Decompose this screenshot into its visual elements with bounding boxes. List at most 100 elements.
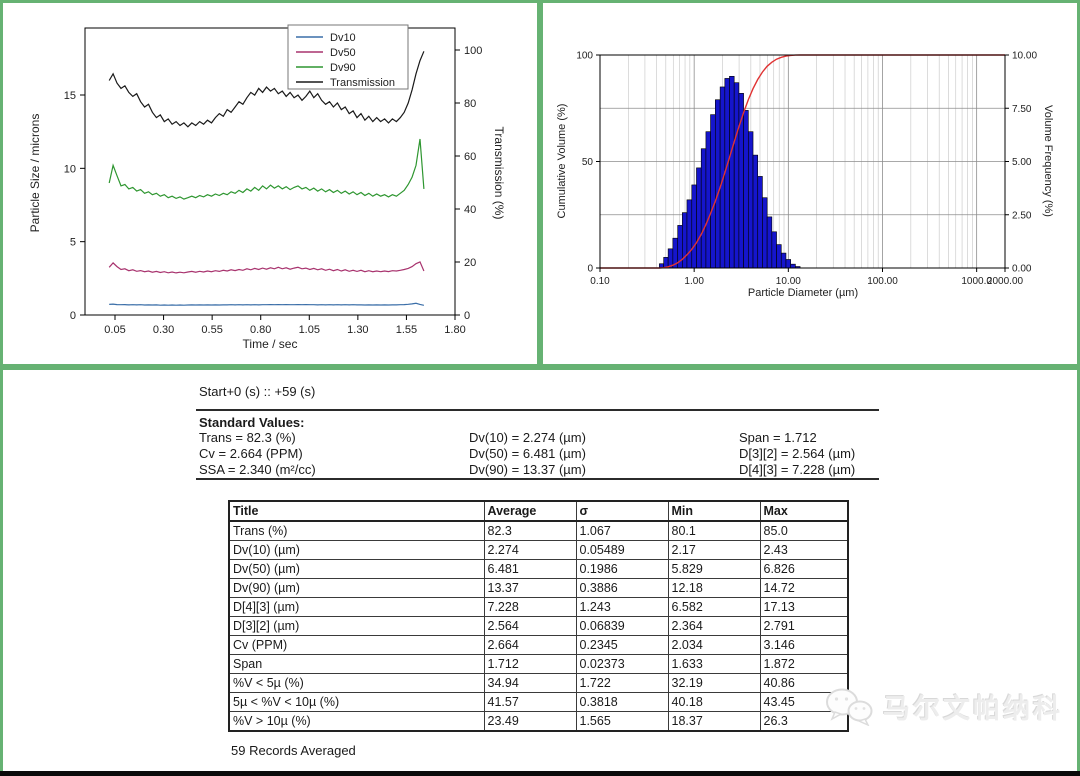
table-cell: 40.18	[667, 692, 761, 712]
svg-text:0.30: 0.30	[153, 324, 174, 336]
standard-values-heading: Standard Values:	[199, 415, 305, 430]
table-cell: 1.722	[575, 673, 669, 693]
table-cell: 41.57	[483, 692, 577, 712]
table-cell: 13.37	[483, 578, 577, 598]
table-row: Dv(50) (µm) 6.481 0.1986 5.829 6.826	[228, 559, 849, 579]
table-cell: 1.565	[575, 711, 669, 732]
table-row: Trans (%) 82.3 1.067 80.1 85.0	[228, 520, 849, 541]
table-cell: 17.13	[759, 597, 849, 617]
table-cell: Dv(90) (µm)	[228, 578, 485, 598]
svg-text:1.00: 1.00	[684, 276, 704, 287]
svg-text:100: 100	[576, 51, 593, 62]
svg-text:Volume Frequency (%): Volume Frequency (%)	[1042, 105, 1054, 217]
table-cell: 0.02373	[575, 654, 669, 674]
svg-text:Transmission (%): Transmission (%)	[492, 127, 506, 220]
watermark-text: 马尔文帕纳科	[883, 693, 1063, 724]
svg-text:0.80: 0.80	[250, 324, 271, 336]
svg-text:10.00: 10.00	[1012, 51, 1037, 62]
standard-value: Dv(50) = 6.481 (µm)	[469, 446, 586, 461]
table-row: %V < 5µ (%) 34.94 1.722 32.19 40.86	[228, 673, 849, 693]
table-cell: 0.06839	[575, 616, 669, 636]
record-range-label: Start+0 (s) :: +59 (s)	[199, 384, 316, 399]
table-cell: 1.872	[759, 654, 849, 674]
table-cell: 80.1	[667, 520, 761, 541]
table-cell: D[3][2] (µm)	[228, 616, 485, 636]
svg-text:1.05: 1.05	[299, 324, 320, 336]
table-cell: Dv(50) (µm)	[228, 559, 485, 579]
table-cell: 7.228	[483, 597, 577, 617]
svg-text:5: 5	[70, 237, 76, 249]
table-header-cell: Average	[483, 500, 577, 522]
table-cell: 1.633	[667, 654, 761, 674]
standard-value: SSA = 2.340 (m²/cc)	[199, 462, 316, 477]
table-cell: 3.146	[759, 635, 849, 655]
svg-text:0.05: 0.05	[104, 324, 125, 336]
standard-value: Dv(10) = 2.274 (µm)	[469, 430, 586, 445]
svg-text:15: 15	[64, 90, 76, 102]
svg-text:10: 10	[64, 163, 76, 175]
table-cell: 5.829	[667, 559, 761, 579]
svg-text:1.55: 1.55	[396, 324, 417, 336]
svg-text:100: 100	[464, 45, 482, 57]
svg-text:Time / sec: Time / sec	[243, 337, 298, 351]
table-cell: 0.3886	[575, 578, 669, 598]
timeseries-chart: 0.05 0.30 0.55 0.80 1.05 1.30 1.55 1.80 0 5 10 15 0 2…	[28, 24, 506, 351]
svg-text:50: 50	[582, 157, 594, 168]
table-header-cell: σ	[575, 500, 669, 522]
watermark: 马尔文帕纳科	[823, 686, 1063, 726]
table-cell: 1.243	[575, 597, 669, 617]
table-cell: D[4][3] (µm)	[228, 597, 485, 617]
trend-chart-panel: 0.05 0.30 0.55 0.80 1.05 1.30 1.55 1.80 0 5 10 15 0 2…	[3, 3, 537, 364]
bottom-edge-bar	[0, 771, 1080, 776]
table-cell: 18.37	[667, 711, 761, 732]
table-cell: 14.72	[759, 578, 849, 598]
table-row: Dv(90) (µm) 13.37 0.3886 12.18 14.72	[228, 578, 849, 598]
divider-line	[196, 478, 879, 480]
svg-text:10.00: 10.00	[776, 276, 801, 287]
table-cell: Dv(10) (µm)	[228, 540, 485, 560]
table-cell: 0.1986	[575, 559, 669, 579]
svg-text:Cumulative Volume (%): Cumulative Volume (%)	[556, 104, 568, 219]
table-cell: 43.45	[759, 692, 849, 712]
table-cell: 2.034	[667, 635, 761, 655]
svg-text:0: 0	[70, 310, 76, 322]
table-cell: 0.3818	[575, 692, 669, 712]
table-cell: Trans (%)	[228, 520, 485, 541]
table-cell: 26.3	[759, 711, 849, 732]
table-cell: 6.582	[667, 597, 761, 617]
svg-text:Transmission: Transmission	[330, 77, 395, 89]
table-cell: Span	[228, 654, 485, 674]
standard-value: Cv = 2.664 (PPM)	[199, 446, 303, 461]
standard-values-column-3: Span = 1.712 D[3][2] = 2.564 (µm) D[4][3…	[739, 430, 855, 478]
standard-values-column-2: Dv(10) = 2.274 (µm) Dv(50) = 6.481 (µm) …	[469, 430, 586, 478]
divider-line	[196, 409, 879, 411]
table-cell: %V > 10µ (%)	[228, 711, 485, 732]
table-cell: 6.826	[759, 559, 849, 579]
svg-text:7.50: 7.50	[1012, 104, 1032, 115]
table-cell: 2.664	[483, 635, 577, 655]
svg-text:1.80: 1.80	[444, 324, 465, 336]
svg-text:40: 40	[464, 204, 476, 216]
table-cell: 34.94	[483, 673, 577, 693]
table-cell: Cv (PPM)	[228, 635, 485, 655]
svg-text:0: 0	[464, 310, 470, 322]
table-header-cell: Min	[667, 500, 761, 522]
table-cell: 1.067	[575, 520, 669, 541]
table-row: Cv (PPM) 2.664 0.2345 2.034 3.146	[228, 635, 849, 655]
records-averaged-label: 59 Records Averaged	[231, 743, 356, 758]
table-cell: 2.274	[483, 540, 577, 560]
table-cell: 0.2345	[575, 635, 669, 655]
table-cell: 1.712	[483, 654, 577, 674]
svg-text:0.55: 0.55	[201, 324, 222, 336]
stats-table: Title Average σ Min Max Trans (%) 82.3 1.067 80.…	[228, 500, 849, 732]
table-cell: 12.18	[667, 578, 761, 598]
svg-text:Dv50: Dv50	[330, 47, 356, 59]
table-row: %V > 10µ (%) 23.49 1.565 18.37 26.3	[228, 711, 849, 732]
standard-value: Trans = 82.3 (%)	[199, 430, 296, 445]
table-cell: 85.0	[759, 520, 849, 541]
svg-text:0.10: 0.10	[590, 276, 610, 287]
table-header-row: Title Average σ Min Max	[228, 500, 849, 522]
table-cell: 0.05489	[575, 540, 669, 560]
table-cell: 5µ < %V < 10µ (%)	[228, 692, 485, 712]
